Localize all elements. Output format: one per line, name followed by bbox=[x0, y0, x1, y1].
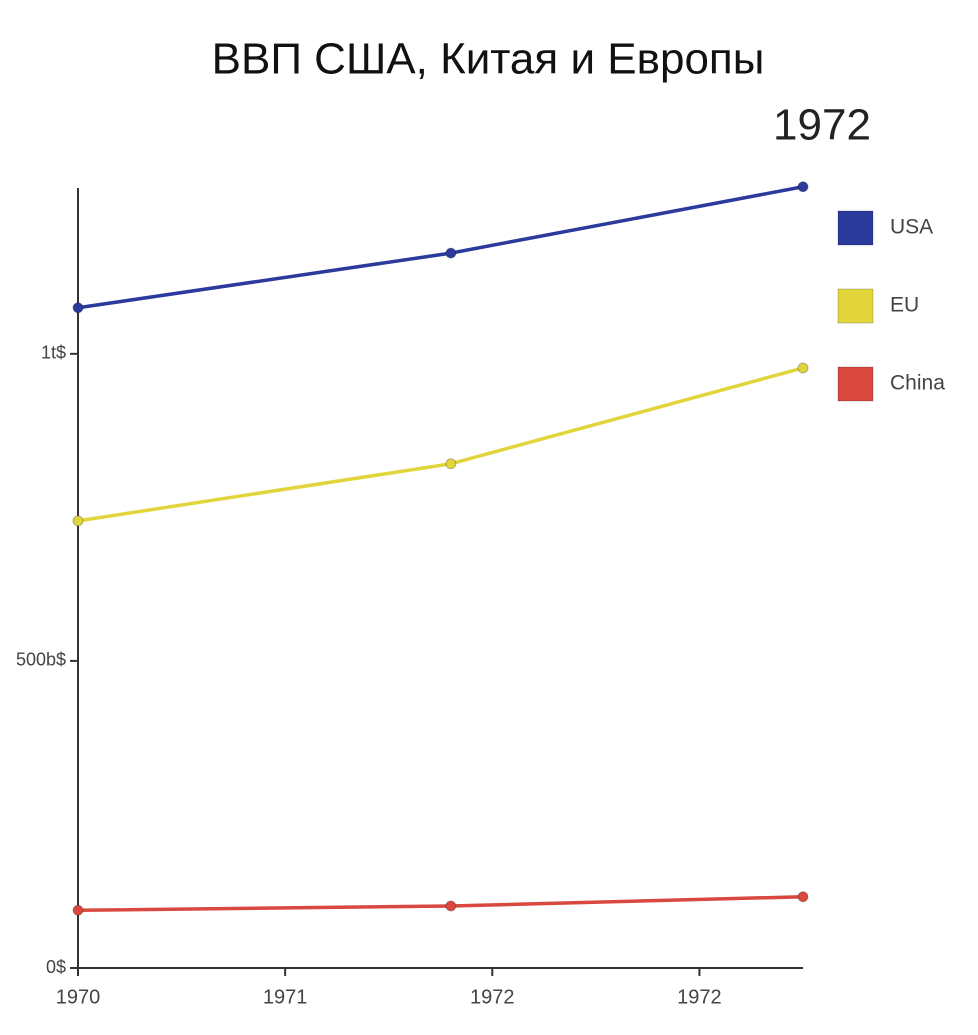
data-point bbox=[797, 181, 809, 193]
y-tick-label: 0$ bbox=[46, 957, 66, 977]
y-tick-label: 1t$ bbox=[41, 343, 66, 363]
data-point bbox=[445, 900, 457, 912]
legend-swatch bbox=[837, 366, 874, 402]
x-tick-label: 1970 bbox=[56, 986, 101, 1008]
data-point bbox=[445, 247, 457, 259]
legend-swatch bbox=[837, 210, 874, 246]
x-tick-label: 1972 bbox=[677, 986, 722, 1008]
y-tick-label: 500b$ bbox=[16, 650, 66, 670]
x-tick-label: 1972 bbox=[470, 986, 515, 1008]
data-point bbox=[797, 891, 809, 903]
legend-swatch bbox=[837, 288, 874, 324]
data-point bbox=[72, 904, 84, 916]
legend-label: EU bbox=[890, 294, 919, 317]
data-point bbox=[72, 302, 84, 314]
data-point bbox=[72, 515, 84, 527]
x-tick-label: 1971 bbox=[263, 986, 308, 1008]
data-point bbox=[445, 458, 457, 470]
chart-title: ВВП США, Китая и Европы bbox=[212, 35, 765, 84]
year-annotation: 1972 bbox=[773, 101, 871, 150]
data-point bbox=[797, 362, 809, 374]
legend-label: USA bbox=[890, 216, 933, 239]
legend-label: China bbox=[890, 372, 945, 395]
